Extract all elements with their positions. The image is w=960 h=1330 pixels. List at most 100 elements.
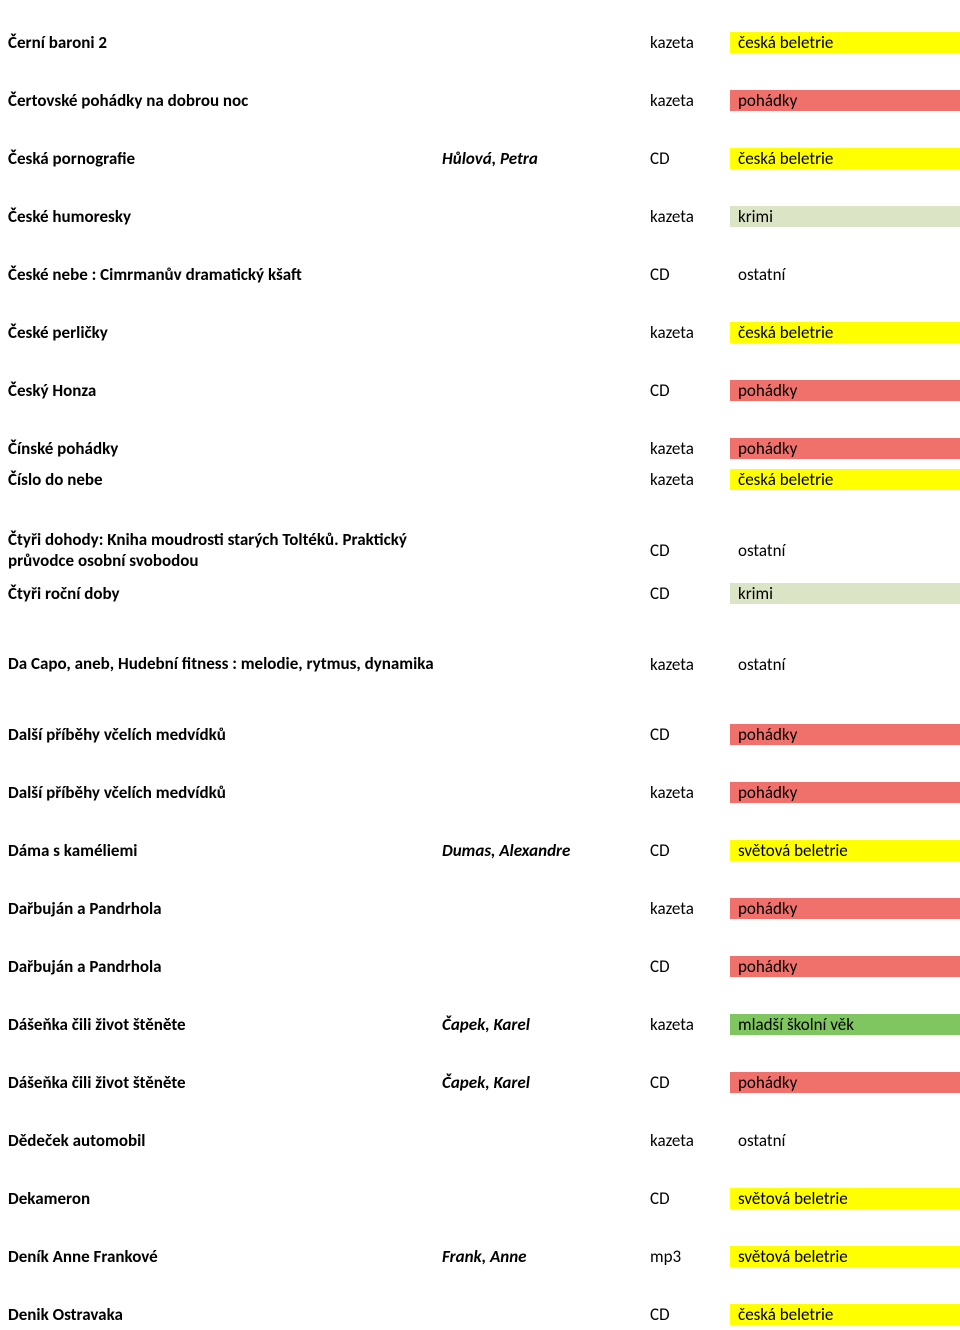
table-row: Dařbuján a Pandrholakazetapohádky [0,893,960,924]
table-row: Deník Anne FrankovéFrank, Annemp3světová… [0,1241,960,1272]
title-cell: Dášeňka čili život štěněte [0,1072,438,1093]
title-cell: České humoresky [0,206,438,227]
table-row: České perličky kazetačeská beletrie [0,317,960,348]
spacer-row [0,750,960,777]
spacer-row [0,924,960,951]
category-cell: pohádky [730,380,960,401]
category-cell: ostatní [730,654,960,675]
table-row: Čtyři dohody: Kniha moudrosti starých To… [0,522,960,578]
media-cell: kazeta [644,1130,730,1151]
media-cell: kazeta [644,898,730,919]
category-cell: ostatní [730,1130,960,1151]
table-row: Další příběhy včelích medvídků CDpohádky [0,719,960,750]
media-cell: CD [644,724,730,745]
spacer-row [0,609,960,636]
media-cell: kazeta [644,322,730,343]
media-cell: kazeta [644,90,730,111]
table-row: Čínské pohádky kazetapohádky [0,433,960,464]
title-cell: Dědeček automobil [0,1130,438,1151]
table-row: Da Capo, aneb, Hudební fitness : melodie… [0,636,960,692]
spacer-row [0,232,960,259]
media-cell: CD [644,840,730,861]
table-row: Číslo do nebe kazetačeská beletrie [0,464,960,495]
category-cell: pohádky [730,1072,960,1093]
category-cell: pohádky [730,90,960,111]
category-cell: pohádky [730,956,960,977]
table-row: Česká pornografieHůlová, PetraCDčeská be… [0,143,960,174]
table-row: Dekameron CDsvětová beletrie [0,1183,960,1214]
category-cell: česká beletrie [730,32,960,53]
category-cell: ostatní [730,540,960,561]
media-cell: kazeta [644,469,730,490]
spacer-row [0,692,960,719]
title-cell: Další příběhy včelích medvídků [0,724,438,745]
spacer-row [0,808,960,835]
spacer-row [0,1272,960,1299]
spacer-row [0,1214,960,1241]
media-cell: kazeta [644,206,730,227]
media-cell: CD [644,380,730,401]
table-row: České humoresky kazetakrimi [0,201,960,232]
table-row: Čertovské pohádky na dobrou noc kazetapoh… [0,85,960,116]
title-cell: Čtyři dohody: Kniha moudrosti starých To… [0,529,438,572]
author-cell: Frank, Anne [438,1246,644,1267]
author-cell: Dumas, Alexandre [438,840,644,861]
title-cell: Čínské pohádky [0,438,438,459]
table-row: Čtyři roční doby CDkrimi [0,578,960,609]
category-cell: krimi [730,206,960,227]
category-cell: pohádky [730,438,960,459]
media-cell: CD [644,583,730,604]
category-cell: česká beletrie [730,469,960,490]
spacer-row [0,982,960,1009]
category-cell: světová beletrie [730,840,960,861]
title-cell: Český Honza [0,380,438,401]
title-cell: České perličky [0,322,438,343]
spacer-row [0,0,960,27]
table-row: Český Honza CDpohádky [0,375,960,406]
title-cell: Dášeňka čili život štěněte [0,1014,438,1035]
table-row: Dáma s kaméliemiDumas, AlexandreCDsvětov… [0,835,960,866]
title-cell: Deník Anne Frankové [0,1246,438,1267]
media-cell: CD [644,956,730,977]
media-cell: kazeta [644,438,730,459]
media-cell: kazeta [644,1014,730,1035]
title-cell: Čertovské pohádky na dobrou noc [0,90,438,111]
category-cell: pohádky [730,898,960,919]
media-cell: mp3 [644,1246,730,1267]
category-cell: krimi [730,583,960,604]
category-cell: česká beletrie [730,1304,960,1325]
media-cell: CD [644,540,730,561]
title-cell: Denik Ostravaka [0,1304,438,1325]
spacer-row [0,406,960,433]
title-cell: Dáma s kaméliemi [0,840,438,861]
table-row: Další příběhy včelích medvídků kazetapohá… [0,777,960,808]
media-cell: CD [644,1188,730,1209]
category-cell: pohádky [730,782,960,803]
title-cell: Číslo do nebe [0,469,438,490]
media-cell: CD [644,148,730,169]
spacer-row [0,116,960,143]
title-cell: Čtyři roční doby [0,583,438,604]
title-cell: Další příběhy včelích medvídků [0,782,438,803]
author-cell: Čapek, Karel [438,1072,644,1093]
author-cell: Hůlová, Petra [438,148,644,169]
media-cell: kazeta [644,32,730,53]
spacer-row [0,866,960,893]
category-cell: světová beletrie [730,1246,960,1267]
media-cell: kazeta [644,782,730,803]
spacer-row [0,495,960,522]
category-cell: světová beletrie [730,1188,960,1209]
title-cell: Česká pornografie [0,148,438,169]
category-cell: mladší školní věk [730,1014,960,1035]
category-cell: pohádky [730,724,960,745]
table-row: Černí baroni 2 kazetačeská beletrie [0,27,960,58]
media-cell: CD [644,1304,730,1325]
title-cell: Černí baroni 2 [0,32,438,53]
title-cell: Dekameron [0,1188,438,1209]
table-row: Dědeček automobil kazetaostatní [0,1125,960,1156]
table-row: Denik Ostravaka CDčeská beletrie [0,1299,960,1330]
category-cell: česká beletrie [730,322,960,343]
spacer-row [0,348,960,375]
spacer-row [0,174,960,201]
media-cell: CD [644,264,730,285]
